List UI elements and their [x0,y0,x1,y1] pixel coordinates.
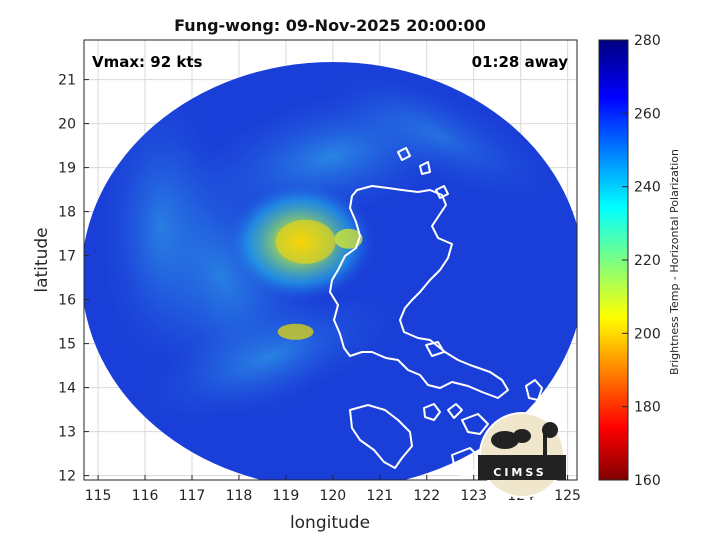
y-tick-label: 15 [58,337,76,353]
colorbar-tick-label: 260 [634,106,661,122]
coastline-burias [447,403,463,419]
y-axis-ticks: 12 13 14 15 16 17 18 19 20 21 [58,73,89,485]
y-tick-label: 14 [58,381,76,397]
cimss-logo-text: CIMSS [493,466,546,479]
x-tick-label: 115 [85,488,112,504]
y-axis-label: latitude [32,227,52,292]
x-tick-label: 116 [132,488,159,504]
colorbar-tick-label: 220 [634,253,661,269]
y-tick-label: 19 [58,161,76,177]
y-tick-label: 12 [58,469,76,485]
coastline-luzon [329,185,509,399]
x-tick-label: 119 [273,488,300,504]
y-tick-label: 13 [58,425,76,441]
x-tick-label: 117 [179,488,206,504]
plot-area: 115116117118119120121122123124125 121314… [58,39,581,504]
coastline-marinduque [423,403,441,421]
x-tick-label: 125 [554,488,581,504]
colorbar: 160 180 200 220 240 260 280 Brightness Temp - … [598,33,681,489]
x-tick-label: 120 [319,488,346,504]
y-tick-label: 20 [58,117,76,133]
swath-texture [100,74,551,419]
coastline-batanes-a [397,147,411,161]
x-tick-label: 121 [366,488,393,504]
y-tick-label: 21 [58,73,76,89]
colorbar-tick-label: 160 [634,473,661,489]
x-axis-label: longitude [290,513,370,533]
y-tick-label: 17 [58,249,76,265]
coastline-masbate [461,413,489,435]
coastline-panay [451,447,483,477]
colorbar-tick-label: 240 [634,180,661,196]
x-tick-label: 122 [413,488,440,504]
colorbar-tick-label: 180 [634,400,661,416]
colorbar-tick-label: 280 [634,33,661,49]
coastline-batanes-b [419,161,431,175]
coastline-babuyan [435,185,449,199]
coastline-mindoro [349,404,413,469]
axes-frame [83,39,578,481]
colorbar-ticks: 160 180 200 220 240 260 280 [622,33,661,489]
time-away-annotation: 01:28 away [472,53,569,71]
cimss-logo: CIMSS [478,412,566,498]
y-tick-label: 18 [58,205,76,221]
vmax-annotation: Vmax: 92 kts [92,53,202,71]
colorbar-tick-label: 200 [634,326,661,342]
coastline-catanduanes [525,379,543,401]
x-tick-label: 123 [460,488,487,504]
y-tick-label: 16 [58,293,76,309]
coastline-polillo [425,341,445,357]
coastline [329,147,543,477]
chart-title: Fung-wong: 09-Nov-2025 20:00:00 [174,16,486,35]
colorbar-label: Brightness Temp - Horizontal Polarizatio… [668,149,681,375]
x-tick-label: 118 [226,488,253,504]
